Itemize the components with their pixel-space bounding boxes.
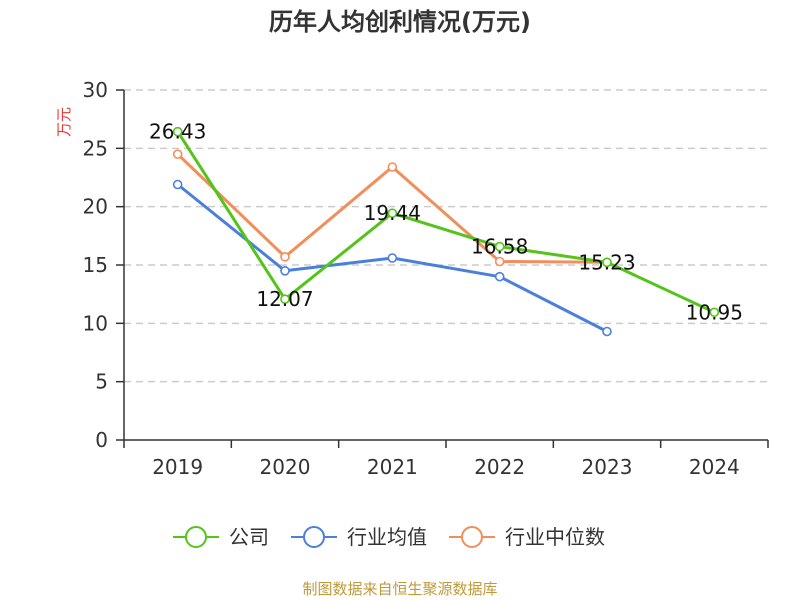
x-tick-label: 2020: [260, 455, 311, 479]
x-tick-label: 2019: [152, 455, 203, 479]
data-point: [280, 252, 290, 262]
y-tick-label: 25: [83, 136, 108, 160]
legend-label: 公司: [229, 525, 269, 549]
y-tick-label: 30: [83, 78, 108, 102]
data-labels: 26.43 12.07 19.44 16.58 15.23 10.95: [149, 120, 743, 325]
data-point: [172, 126, 183, 137]
legend-marker: [185, 526, 207, 548]
source-note: 制图数据来自恒生聚源数据库: [302, 580, 497, 598]
data-point: [387, 253, 398, 263]
chart-title: 历年人均创利情况(万元): [269, 8, 531, 36]
series-line: [176, 130, 716, 314]
data-point: [602, 326, 612, 337]
data-point: [172, 149, 183, 159]
grid-lines: [124, 89, 768, 383]
legend-label: 行业均值: [347, 525, 427, 549]
legend: 公司 行业均值 行业中位数: [173, 525, 605, 549]
data-label: 10.95: [686, 300, 743, 324]
y-tick-label: 10: [83, 311, 108, 335]
x-tick-label: 2024: [689, 455, 740, 479]
data-point: [709, 307, 720, 318]
data-label: 12.07: [256, 287, 313, 311]
data-point: [280, 294, 290, 304]
y-tick-label: 5: [95, 370, 108, 394]
data-label: 26.43: [149, 120, 206, 144]
y-tick-label: 15: [83, 253, 108, 277]
y-axis-unit: 万元: [55, 107, 73, 137]
data-label: 16.58: [471, 235, 528, 259]
x-tick-label: 2021: [367, 455, 418, 479]
data-label: 19.44: [364, 201, 421, 225]
data-point: [494, 241, 505, 252]
data-point: [387, 162, 398, 172]
data-point: [280, 266, 290, 276]
x-tick-label: 2023: [582, 455, 633, 479]
data-point: [387, 208, 398, 218]
legend-marker: [461, 526, 483, 548]
legend-item-0: 公司: [173, 525, 269, 549]
series-lines: [172, 126, 720, 337]
data-point: [494, 271, 505, 282]
data-point: [602, 257, 612, 268]
y-tick-label: 0: [95, 428, 108, 452]
series-0: [172, 126, 720, 318]
legend-item-2: 行业中位数: [449, 525, 605, 549]
y-tick-label: 20: [83, 195, 108, 219]
axes: 0 5 10 15 20 25 30 2019 2020 2021 2022 2023 2024: [83, 78, 769, 479]
legend-label: 行业中位数: [505, 525, 605, 549]
data-point: [172, 179, 183, 190]
legend-marker: [303, 526, 325, 548]
x-tick-label: 2022: [474, 455, 525, 479]
data-point: [494, 256, 505, 267]
data-label: 15.23: [578, 250, 635, 274]
legend-item-1: 行业均值: [291, 525, 427, 549]
